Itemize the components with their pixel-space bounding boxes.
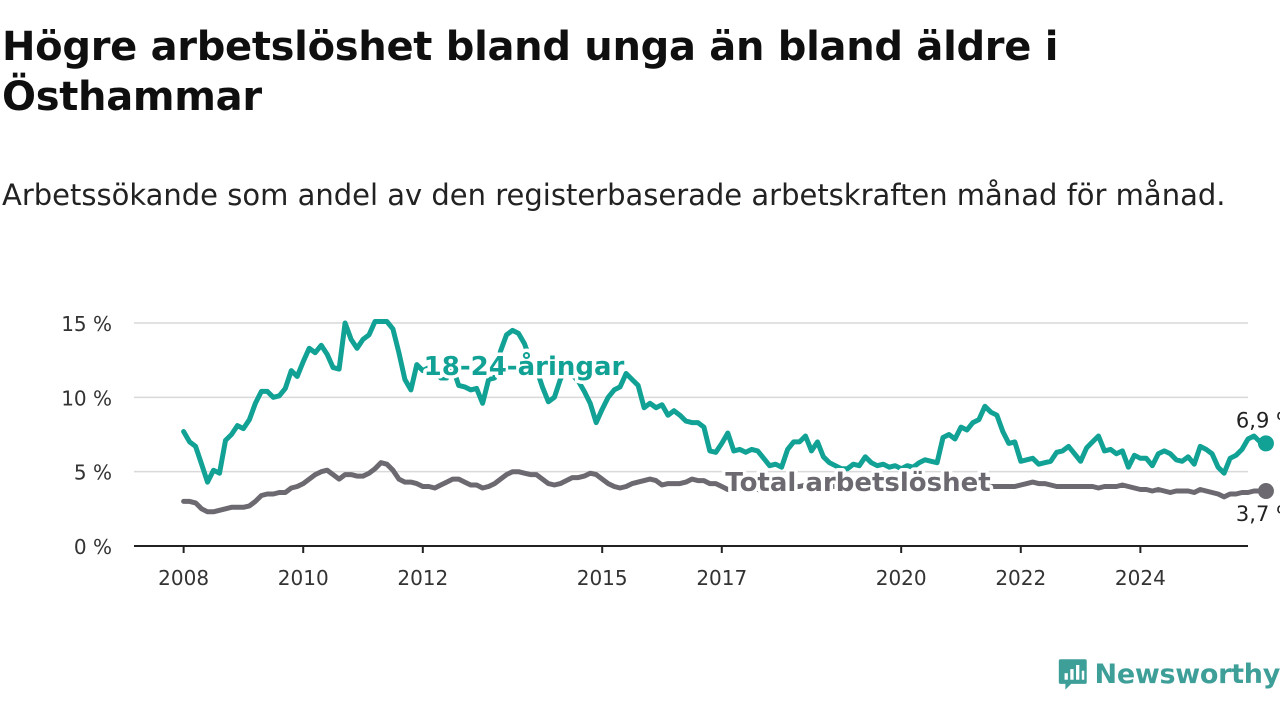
y-tick-label: 5 % bbox=[74, 461, 112, 485]
y-tick-label: 15 % bbox=[61, 312, 112, 336]
x-tick-label: 2022 bbox=[995, 566, 1046, 590]
x-tick-label: 2024 bbox=[1115, 566, 1166, 590]
end-value-youth: 6,9 % bbox=[1236, 408, 1280, 432]
axis-layer: 0 % 5 % 10 % 15 % 2008 2010 2012 2015 2017 2020 20… bbox=[61, 312, 1248, 590]
chart-subtitle: Arbetssökande som andel av den registerb… bbox=[2, 178, 1226, 212]
chart-title: Högre arbetslöshet bland unga än bland ä… bbox=[2, 24, 1059, 120]
series-layer bbox=[181, 319, 1269, 515]
x-tick-label: 2015 bbox=[577, 566, 628, 590]
series-line-youth bbox=[181, 319, 1269, 485]
y-tick-label: 10 % bbox=[61, 386, 112, 410]
y-tick-label: 0 % bbox=[74, 535, 112, 559]
brand-name: Newsworthy bbox=[1094, 658, 1280, 690]
series-line-total bbox=[181, 460, 1269, 515]
newsworthy-brand: Newsworthy bbox=[1058, 654, 1280, 694]
end-marker-total bbox=[1257, 482, 1274, 499]
x-tick-label: 2012 bbox=[397, 566, 448, 590]
grid-layer bbox=[134, 322, 1248, 473]
x-tick-label: 2020 bbox=[876, 566, 927, 590]
series-label-youth: 18-24-åringar bbox=[424, 350, 625, 382]
x-tick-label: 2017 bbox=[696, 566, 747, 590]
newsworthy-logo-icon bbox=[1058, 659, 1087, 690]
x-tick-label: 2008 bbox=[158, 566, 209, 590]
x-tick-label: 2010 bbox=[278, 566, 329, 590]
end-value-total: 3,7 % bbox=[1236, 502, 1280, 526]
end-marker-youth bbox=[1257, 435, 1274, 452]
label-layer: Total arbetslöshet 18-24-åringar 6,9 % 3,7 … bbox=[420, 347, 1280, 526]
series-label-total: Total arbetslöshet bbox=[725, 468, 990, 498]
